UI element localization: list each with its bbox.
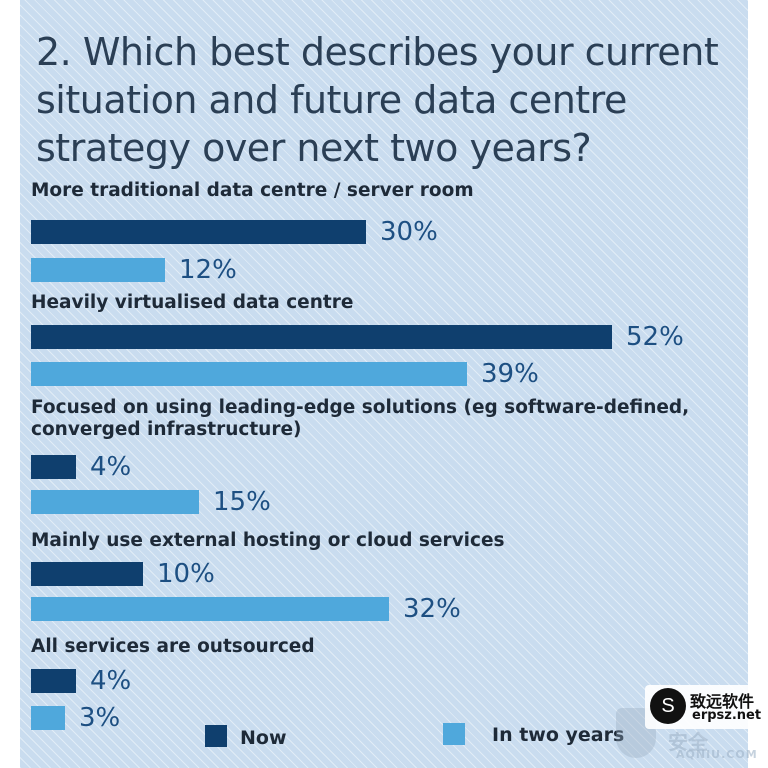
bar-in-two-years-5 — [31, 706, 65, 730]
category-label-3: Focused on using leading-edge solutions … — [31, 397, 690, 440]
value-label-in-two-years-4: 32% — [403, 594, 461, 624]
brand-logo-icon: S — [650, 688, 686, 724]
bar-now-5 — [31, 669, 76, 693]
watermark-brand-cn: 致远软件 — [690, 692, 755, 711]
value-label-now-3: 4% — [90, 452, 132, 482]
bar-in-two-years-3 — [31, 490, 199, 514]
value-label-now-5: 4% — [90, 666, 132, 696]
category-label-1: More traditional data centre / server ro… — [31, 180, 474, 201]
bar-now-1 — [31, 220, 366, 244]
category-label-5: All services are outsourced — [31, 636, 315, 657]
bar-now-2 — [31, 325, 612, 349]
value-label-now-2: 52% — [626, 322, 684, 352]
category-label-2: Heavily virtualised data centre — [31, 292, 354, 313]
bar-now-3 — [31, 455, 76, 479]
legend-label-now: Now — [240, 727, 287, 749]
value-label-in-two-years-2: 39% — [481, 359, 539, 389]
value-label-now-1: 30% — [380, 217, 438, 247]
value-label-in-two-years-3: 15% — [213, 487, 271, 517]
watermark-overlay-cn: 安全 — [668, 730, 708, 754]
value-label-in-two-years-5: 3% — [79, 703, 121, 733]
value-label-now-4: 10% — [157, 559, 215, 589]
bar-now-4 — [31, 562, 143, 586]
category-label-4: Mainly use external hosting or cloud ser… — [31, 530, 505, 551]
watermark-overlay-en: AQNIU.COM — [676, 748, 758, 761]
value-label-in-two-years-1: 12% — [179, 255, 237, 285]
legend-swatch-in-two-years — [443, 723, 465, 745]
bar-in-two-years-2 — [31, 362, 467, 386]
legend-label-in-two-years: In two years — [492, 724, 625, 746]
watermark-brand-url: erpsz.net — [692, 708, 762, 723]
chart-title: 2. Which best describes your current sit… — [36, 30, 719, 170]
bar-in-two-years-1 — [31, 258, 165, 282]
bar-in-two-years-4 — [31, 597, 389, 621]
legend-swatch-now — [205, 725, 227, 747]
